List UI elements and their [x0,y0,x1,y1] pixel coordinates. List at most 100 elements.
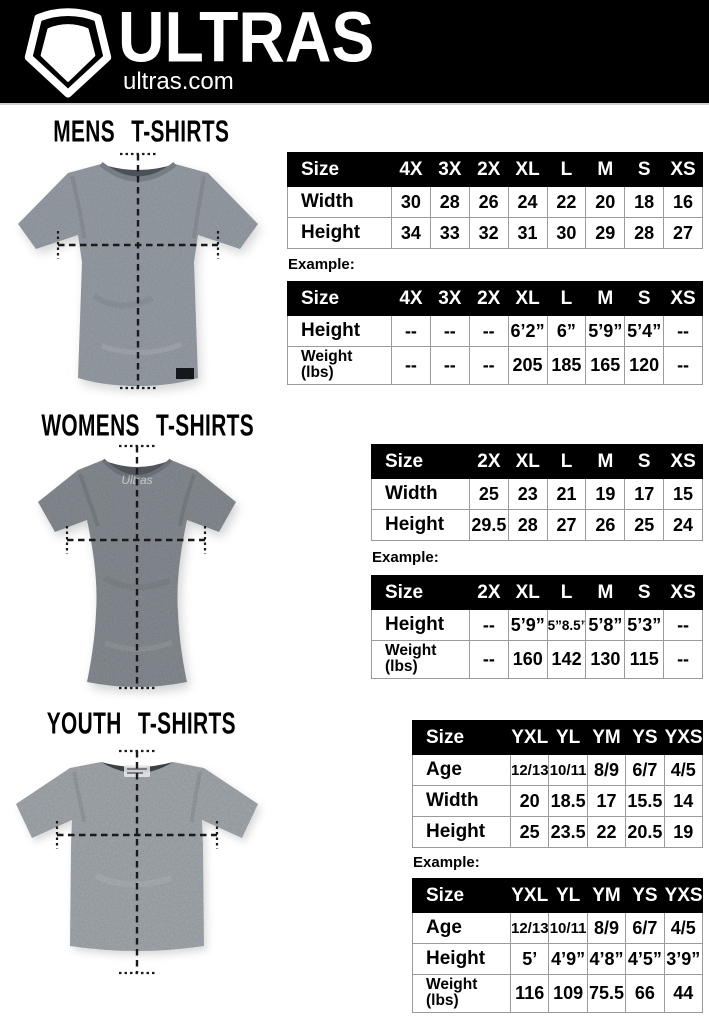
size-column-header: L [546,444,587,479]
size-value-cell: -- [663,640,703,679]
row-label: Age [412,754,511,786]
size-column-header: M [585,444,626,479]
size-chart-row: Width 25 23 21 19 17 15 [371,478,703,510]
size-value-cell: 185 [546,346,587,385]
size-value-cell: 165 [585,346,626,385]
size-value-cell: -- [469,609,509,641]
size-value-cell: 12/13 [509,754,550,786]
size-value-cell: 25 [624,509,665,541]
size-value-cell: 3’9” [663,943,704,975]
size-value-cell: 23.5 [548,816,588,848]
size-value-cell: -- [429,346,470,385]
size-value-cell: 115 [624,640,665,679]
size-value-cell: -- [663,346,703,385]
row-label: Weight (lbs) [287,346,392,385]
size-value-cell: 26 [585,509,626,541]
size-chart-header-row: Size 4X 3X 2X XL L M S XS [287,152,703,187]
size-chart-title-cell: Size [371,575,470,610]
size-value-cell: 22 [586,816,627,848]
size-value-cell: 4/5 [663,754,704,786]
pentagon-badge-icon [24,8,112,98]
size-value-cell: 5’9” [507,609,548,641]
size-chart-row: Height -- -- -- 6’2” 6” 5’9” 5’4” -- [287,315,703,347]
size-value-cell: 120 [624,346,665,385]
size-value-cell: -- [391,346,431,385]
size-value-cell: -- [468,346,509,385]
size-value-cell: 6/7 [625,754,665,786]
size-column-header: XL [507,281,548,316]
hem-tag [176,368,194,379]
size-value-cell: -- [663,609,703,641]
size-value-cell: 4’5” [625,943,665,975]
row-label: Width [412,785,511,817]
womens-example-table: Size 2X XL L M S XS Height -- 5’9” 5”8.5” 5’8” 5’3” -… [371,575,703,679]
size-value-cell: -- [469,640,509,679]
size-column-header: M [585,281,626,316]
size-column-header: S [624,575,665,610]
size-value-cell: 5”8.5” [546,609,587,641]
size-chart-row: Age 12/13 10/11 8/9 6/7 4/5 [412,754,704,786]
size-chart-row: Height 5’ 4’9” 4’8” 4’5” 3’9” [412,943,704,975]
size-value-cell: 30 [391,186,431,218]
size-column-header: M [585,152,626,187]
size-value-cell: 44 [663,974,704,1013]
mens-example-label: Example: [288,256,355,273]
size-column-header: S [624,281,665,316]
size-value-cell: -- [391,315,431,347]
size-value-cell: 20.5 [625,816,665,848]
size-column-header: YM [586,720,627,755]
size-column-header: YL [548,878,588,913]
size-chart-row: Height 34 33 32 31 30 29 28 27 [287,217,703,249]
size-value-cell: 6’2” [507,315,548,347]
size-value-cell: 12/13 [509,912,550,944]
site-header: ULTRAS ultras.com [0,0,709,105]
mens-section-title: MENS T-SHIRTS [52,115,230,149]
mens-size-chart-table: Size 4X 3X 2X XL L M S XS Width 30 28 26 24 22 20 18 16 He… [287,152,703,249]
size-chart-row: Weight (lbs) -- -- -- 205 185 165 120 -- [287,346,703,385]
size-value-cell: 24 [507,186,548,218]
size-chart-row: Weight (lbs) -- 160 142 130 115 -- [371,640,703,679]
womens-section-title: WOMENS T-SHIRTS [41,409,255,443]
row-label: Width [371,478,470,510]
size-value-cell: 28 [507,509,548,541]
size-value-cell: 20 [585,186,626,218]
size-value-cell: 17 [586,785,627,817]
brand-wordmark: ULTRAS [118,0,375,77]
size-chart-header-row: Size 4X 3X 2X XL L M S XS [287,281,703,316]
size-value-cell: 19 [663,816,704,848]
size-column-header: XS [663,152,703,187]
youth-example-label: Example: [413,854,480,871]
site-url: ultras.com [123,68,234,95]
size-chart-row: Width 30 28 26 24 22 20 18 16 [287,186,703,218]
row-label: Height [412,943,511,975]
size-value-cell: 24 [663,509,703,541]
size-column-header: YM [586,878,627,913]
height-measurement-line [119,444,155,690]
size-value-cell: 5’4” [624,315,665,347]
size-value-cell: 15 [663,478,703,510]
youth-size-chart-table: Size YXL YL YM YS YXS Age 12/13 10/11 8/9 6/7 4/5 Wi… [412,720,704,848]
row-label: Height [371,509,470,541]
size-column-header: YXL [509,878,550,913]
size-column-header: YXL [509,720,550,755]
size-value-cell: 4’9” [548,943,588,975]
size-chart-header-row: Size YXL YL YM YS YXS [412,720,704,755]
size-column-header: YXS [663,720,704,755]
size-value-cell: 30 [546,217,587,249]
size-column-header: YXS [663,878,704,913]
womens-example-label: Example: [372,549,439,566]
size-value-cell: 28 [624,217,665,249]
size-value-cell: 5’8” [585,609,626,641]
size-value-cell: -- [468,315,509,347]
height-measurement-line [119,749,155,975]
size-value-cell: 21 [546,478,587,510]
size-value-cell: 5’ [509,943,550,975]
size-value-cell: 8/9 [586,754,627,786]
size-chart-row: Height 29.5 28 27 26 25 24 [371,509,703,541]
mens-example-table: Size 4X 3X 2X XL L M S XS Height -- -- -- 6’2” 6” 5’9” 5… [287,281,703,385]
width-measurement-line [56,231,220,259]
size-value-cell: 20 [509,785,550,817]
size-value-cell: 66 [625,974,665,1013]
size-value-cell: 10/11 [548,754,588,786]
